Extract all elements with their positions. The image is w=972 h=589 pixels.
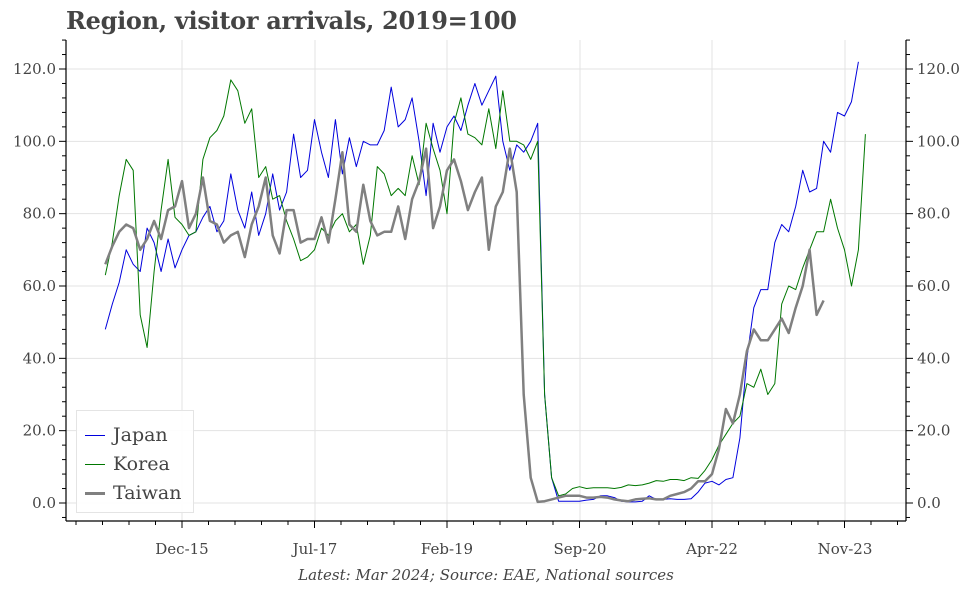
x-tick-label: Sep-20 (554, 540, 607, 558)
y-tick-label-right: 20.0 (917, 422, 950, 440)
y-tick-label-left: 100.0 (13, 132, 56, 150)
y-tick-label-right: 40.0 (917, 349, 950, 367)
japan-line-swatch-icon (85, 434, 105, 436)
y-tick-label-right: 100.0 (917, 132, 960, 150)
y-tick-label-left: 20.0 (23, 422, 56, 440)
x-tick-label: Jul-17 (291, 540, 338, 558)
x-tick-label: Feb-19 (421, 540, 473, 558)
legend-item-taiwan: Taiwan (85, 479, 181, 507)
axes: 0.0 20.0 40.0 60.0 80.0 100.0 120.0 0.0 20.0 40.0… (13, 39, 960, 558)
x-tick-label: Nov-23 (818, 540, 873, 558)
series-lines (104, 61, 866, 504)
x-tick-label: Apr-22 (685, 540, 738, 558)
source-note: Latest: Mar 2024; Source: EAE, National … (298, 566, 674, 584)
y-tick-label-right: 0.0 (917, 494, 941, 512)
legend: Japan Korea Taiwan (76, 410, 194, 513)
x-tick-label: Dec-15 (155, 540, 208, 558)
y-tick-label-right: 60.0 (917, 277, 950, 295)
korea-line-swatch-icon (85, 463, 105, 465)
series-taiwan-line (104, 147, 825, 504)
legend-label: Japan (113, 424, 168, 446)
y-tick-label-left: 40.0 (23, 349, 56, 367)
chart-title: Region, visitor arrivals, 2019=100 (66, 6, 517, 35)
y-tick-label-right: 80.0 (917, 205, 950, 223)
legend-item-japan: Japan (85, 421, 168, 449)
y-tick-label-left: 0.0 (32, 494, 56, 512)
series-japan-line (104, 61, 859, 503)
taiwan-line-swatch-icon (85, 491, 105, 495)
series-korea-line (104, 79, 866, 497)
legend-label: Korea (113, 453, 170, 475)
legend-item-korea: Korea (85, 450, 170, 478)
y-tick-label-right: 120.0 (917, 60, 960, 78)
legend-label: Taiwan (113, 482, 182, 504)
y-tick-label-left: 60.0 (23, 277, 56, 295)
y-tick-label-left: 80.0 (23, 205, 56, 223)
y-tick-label-left: 120.0 (13, 60, 56, 78)
